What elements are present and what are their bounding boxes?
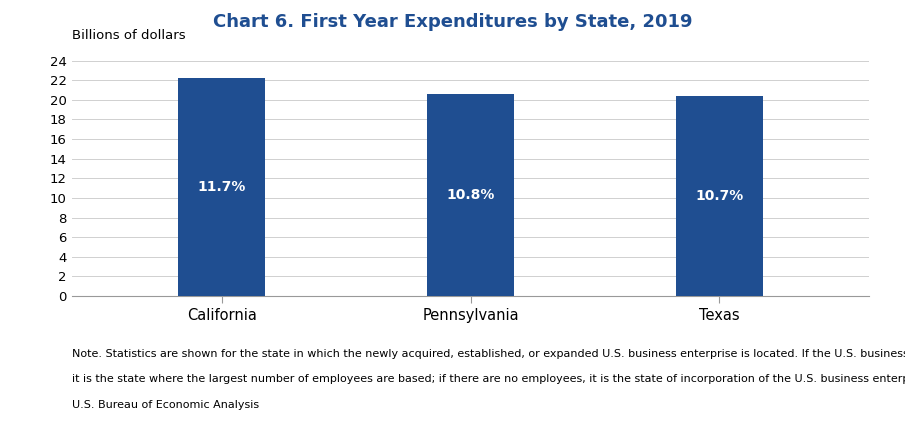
Text: Chart 6. First Year Expenditures by State, 2019: Chart 6. First Year Expenditures by Stat…	[213, 13, 692, 31]
Bar	[427, 94, 514, 296]
Bar	[676, 96, 763, 296]
Text: 10.7%: 10.7%	[695, 189, 744, 203]
Text: Note. Statistics are shown for the state in which the newly acquired, establishe: Note. Statistics are shown for the state…	[72, 349, 905, 359]
Text: 11.7%: 11.7%	[197, 180, 246, 194]
Bar	[178, 78, 265, 296]
Text: Billions of dollars: Billions of dollars	[72, 29, 186, 42]
Text: it is the state where the largest number of employees are based; if there are no: it is the state where the largest number…	[72, 374, 905, 385]
Text: U.S. Bureau of Economic Analysis: U.S. Bureau of Economic Analysis	[72, 400, 260, 410]
Text: 10.8%: 10.8%	[446, 188, 495, 202]
